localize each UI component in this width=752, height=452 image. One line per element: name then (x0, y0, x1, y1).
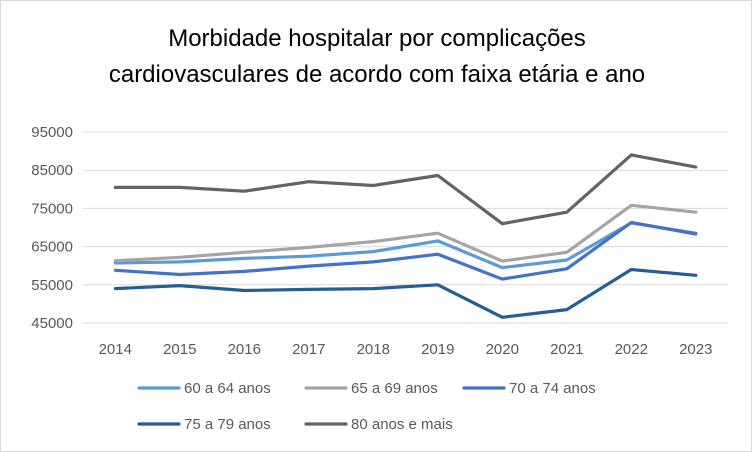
legend-label: 80 anos e mais (351, 416, 453, 433)
x-tick-label: 2019 (421, 341, 454, 358)
series-lines (113, 153, 698, 319)
x-tick-label: 2023 (679, 341, 712, 358)
gridlines (83, 131, 728, 324)
legend: 60 a 64 anos 65 a 69 anos 70 a 74 anos 75 a… (137, 380, 596, 433)
y-tick-label: 85000 (31, 162, 73, 179)
x-tick-label: 2022 (615, 341, 648, 358)
y-tick-label: 55000 (31, 277, 73, 294)
y-tick-label: 75000 (31, 200, 73, 217)
y-tick-label: 95000 (31, 124, 73, 141)
legend-label: 60 a 64 anos (184, 380, 271, 397)
series-line (113, 203, 698, 263)
legend-label: 75 a 79 anos (184, 416, 271, 433)
series-line (113, 267, 698, 319)
x-tick-label: 2014 (99, 341, 132, 358)
chart-title-line-1: Morbidade hospitalar por complicações (168, 25, 586, 52)
x-tick-label: 2016 (228, 341, 261, 358)
y-tick-label: 65000 (31, 239, 73, 256)
legend-label: 70 a 74 anos (509, 380, 596, 397)
x-tick-label: 2021 (550, 341, 583, 358)
x-tick-label: 2015 (163, 341, 196, 358)
x-tick-label: 2018 (357, 341, 390, 358)
series-line (113, 220, 698, 281)
chart-title: Morbidade hospitalar por complicações ca… (109, 25, 645, 88)
legend-label: 65 a 69 anos (351, 380, 438, 397)
series-line (113, 221, 698, 270)
chart-title-line-2: cardiovasculares de acordo com faixa etá… (109, 61, 645, 88)
y-tick-label: 45000 (31, 315, 73, 332)
x-tick-label: 2017 (292, 341, 325, 358)
y-axis-tick-labels: 45000 55000 65000 75000 85000 95000 (31, 124, 73, 332)
x-axis-tick-labels: 2014 2015 2016 2017 2018 2019 2020 2021 2022 2023 (99, 341, 713, 358)
series-line (113, 153, 698, 226)
x-tick-label: 2020 (486, 341, 519, 358)
